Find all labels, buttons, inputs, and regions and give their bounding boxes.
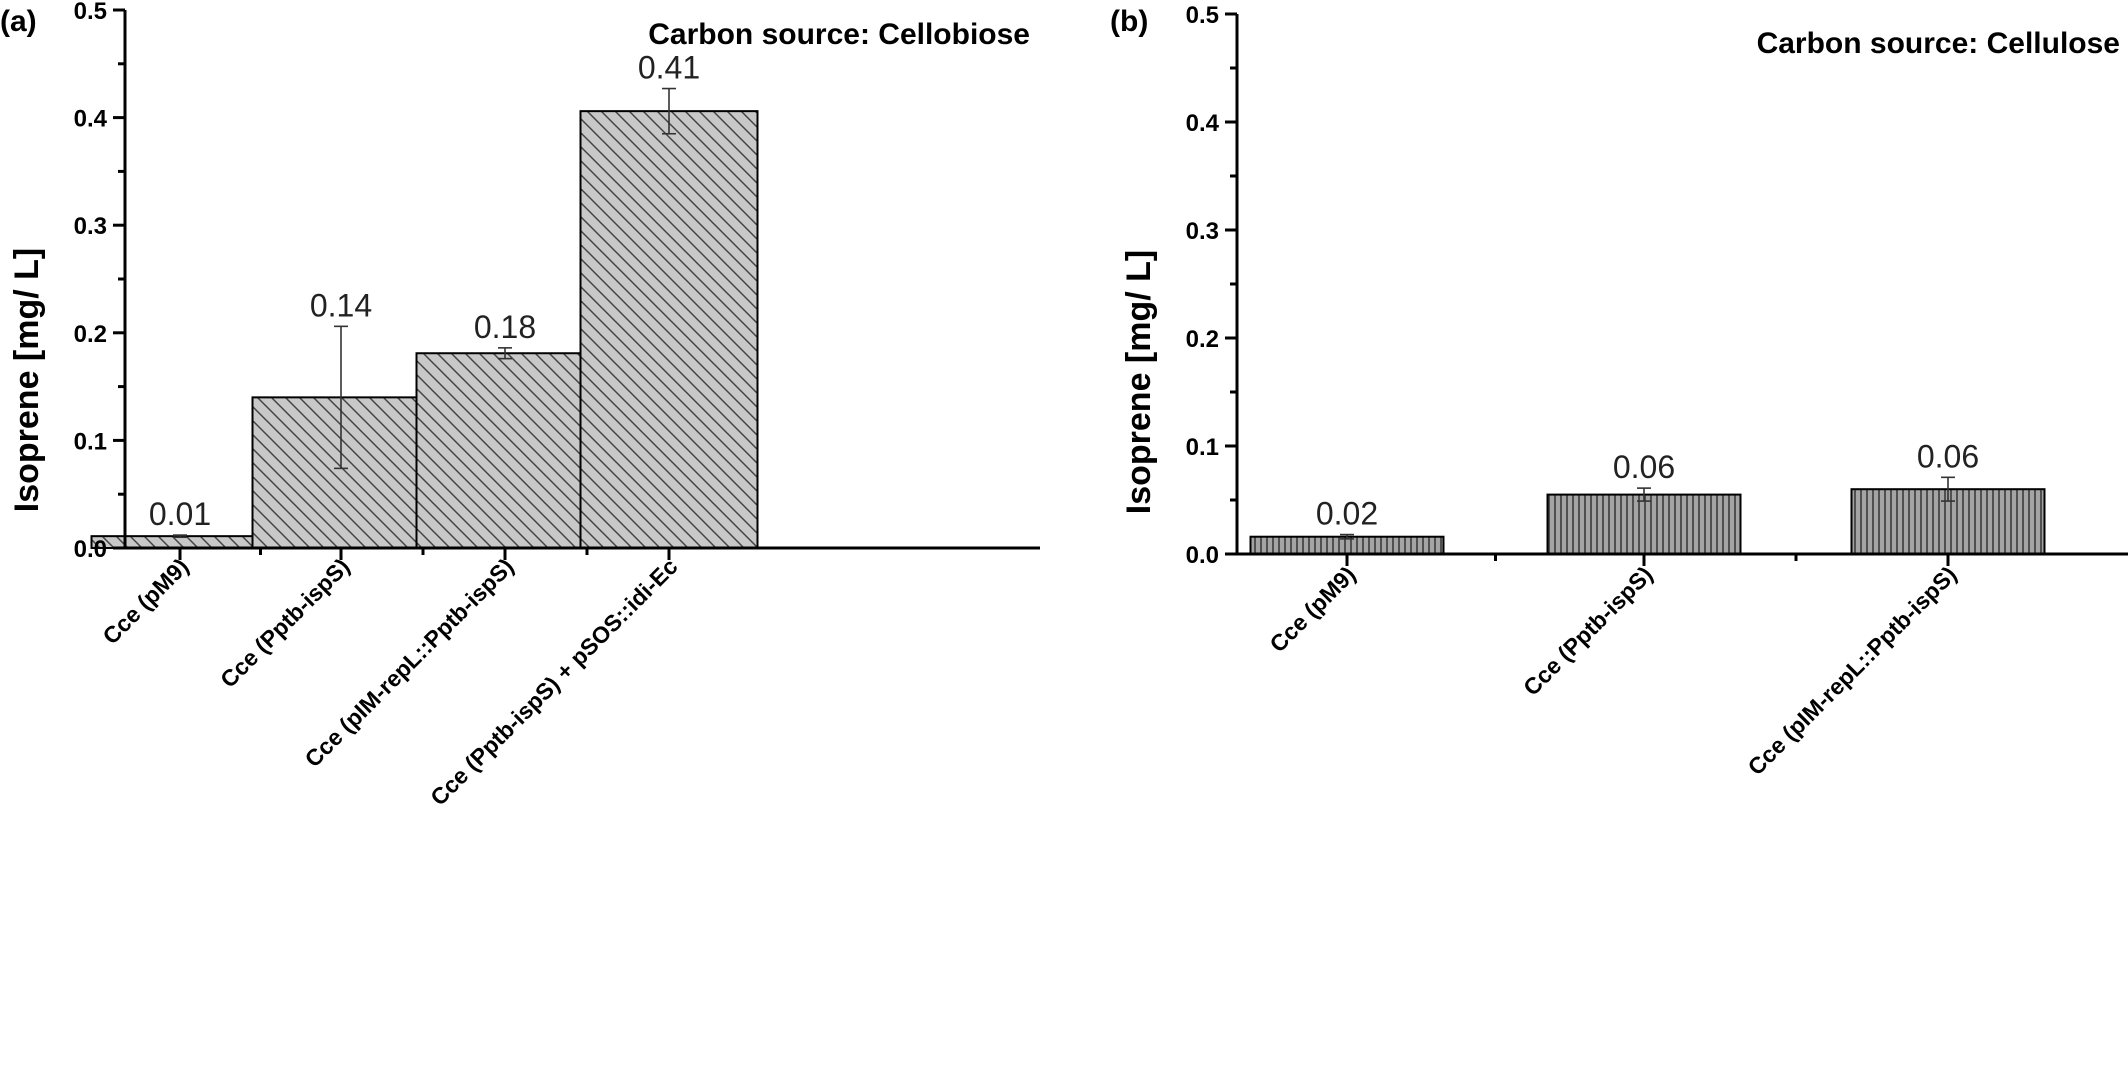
panel-a-y-tick-label-5: 0.5	[74, 0, 107, 25]
panel-b-error-bar-0	[1340, 533, 1354, 540]
panel-a-y-axis-title: Isoprene [mg/ L]	[8, 248, 46, 512]
panel-a-error-bar-3	[662, 87, 676, 135]
panel-a-error-bar-2	[498, 347, 512, 360]
panel-a-category-label-1: Cce (Pptb-ispS)	[215, 553, 354, 692]
panel-b-y-tick-label-3: 0.3	[1186, 218, 1219, 245]
panel-b-y-tick-label-4: 0.4	[1186, 110, 1220, 137]
panel-b-data-label-0: 0.02	[1316, 496, 1378, 532]
panel-a-y-tick-label-0: 0.0	[74, 536, 107, 563]
panel-b-chart: (b) Carbon source: Cellulose Isoprene [m…	[1110, 2, 2128, 780]
panel-b-data-label-1: 0.06	[1613, 449, 1675, 485]
panel-a-data-label-0: 0.01	[149, 496, 211, 532]
panel-a-category-label-0: Cce (pM9)	[97, 553, 193, 649]
panel-a-y-tick-label-2: 0.2	[74, 321, 107, 348]
panel-b-y-tick-label-5: 0.5	[1186, 2, 1219, 29]
panel-b-category-labels: Cce (pM9) Cce (Pptb-ispS) Cce (pIM-repL::P…	[1264, 561, 1961, 780]
panel-a-y-tick-label-1: 0.1	[74, 428, 107, 455]
panel-a-bar-2	[415, 352, 595, 549]
panel-b-y-tick-label-1: 0.1	[1186, 434, 1219, 461]
panel-b-axes: 0.0 0.1 0.2 0.3 0.4 0.5	[1186, 2, 2128, 569]
panel-a-data-label-1: 0.14	[310, 287, 372, 323]
panel-b-y-tick-label-0: 0.0	[1186, 542, 1219, 569]
panel-a-data-label-2: 0.18	[474, 309, 536, 345]
panel-b-category-label-0: Cce (pM9)	[1264, 561, 1360, 657]
panel-a-y-tick-label-3: 0.3	[74, 213, 107, 240]
panel-b-bars: 0.02 0.06 0.06	[1249, 438, 2046, 556]
panel-b-title: Carbon source: Cellulose	[1757, 27, 2120, 60]
panel-a-tag: (a)	[0, 5, 37, 38]
panel-a-axes: 0.0 0.1 0.2 0.3 0.4 0.5	[74, 0, 1040, 563]
panel-a-chart: (a) Carbon source: Cellobiose Isoprene […	[0, 0, 1040, 811]
panel-a-y-tick-label-4: 0.4	[74, 106, 108, 133]
panel-a-title: Carbon source: Cellobiose	[648, 18, 1030, 51]
panel-b-category-label-1: Cce (Pptb-ispS)	[1518, 561, 1657, 700]
panel-b-y-tick-label-2: 0.2	[1186, 326, 1219, 353]
panel-b-error-bar-2	[1941, 476, 1955, 502]
panel-a-error-bar-0	[173, 534, 187, 539]
panel-a-error-bar-1	[334, 325, 348, 470]
panel-a-data-label-3: 0.41	[638, 50, 700, 86]
panel-b-bar-1	[1546, 493, 1742, 556]
panel-b-error-bar-1	[1637, 487, 1651, 502]
panel-a-bar-3	[579, 110, 759, 549]
panel-b-y-axis-title: Isoprene [mg/ L]	[1120, 250, 1158, 514]
panel-b-data-label-2: 0.06	[1917, 438, 1979, 474]
panel-b-tag: (b)	[1110, 5, 1148, 38]
panel-a-bars: 0.01 0.14 0.18 0.41	[90, 50, 759, 550]
panel-a-category-labels: Cce (pM9) Cce (Pptb-ispS)Cce (pIM-repL::P…	[97, 553, 682, 811]
panel-b-category-label-2: Cce (pIM-repL::Pptb-ispS)	[1743, 561, 1962, 780]
